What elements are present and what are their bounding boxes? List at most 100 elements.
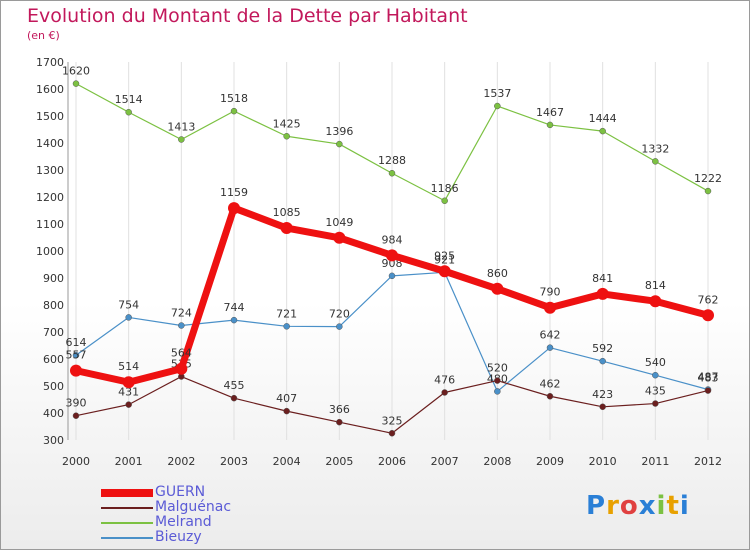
data-label: 540: [645, 356, 666, 369]
y-tick-label: 700: [43, 326, 64, 339]
data-label: 1425: [273, 117, 301, 130]
data-point: [122, 376, 135, 389]
y-tick-label: 900: [43, 272, 64, 285]
data-label: 814: [645, 279, 666, 292]
data-label: 1620: [62, 65, 90, 78]
data-point: [596, 287, 609, 300]
data-point: [283, 407, 290, 415]
legend-label: Malguénac: [155, 499, 232, 515]
brand-letter: P: [586, 491, 607, 521]
y-tick-label: 1300: [36, 164, 64, 177]
legend-swatch: [101, 537, 153, 539]
data-point: [230, 107, 238, 115]
data-point: [72, 412, 80, 419]
data-label: 1186: [431, 182, 459, 195]
data-label: 1514: [115, 93, 143, 106]
x-tick-label: 2004: [273, 455, 301, 468]
data-label: 366: [329, 403, 350, 416]
data-label: 1396: [325, 125, 353, 138]
data-point: [125, 401, 132, 408]
data-label: 1518: [220, 92, 248, 105]
data-label: 407: [276, 392, 297, 405]
data-point: [494, 388, 501, 395]
y-tick-label: 1400: [36, 137, 64, 150]
x-tick-label: 2003: [220, 455, 248, 468]
data-label: 614: [66, 336, 87, 349]
brand-letter: i: [679, 491, 690, 521]
data-point: [388, 272, 396, 280]
data-point: [230, 394, 238, 402]
brand-letter: r: [606, 491, 620, 521]
y-tick-label: 500: [43, 380, 64, 393]
x-tick-label: 2007: [431, 455, 459, 468]
data-point: [230, 316, 238, 324]
data-label: 841: [592, 272, 613, 285]
x-tick-label: 2009: [536, 455, 564, 468]
data-label: 431: [118, 386, 139, 399]
brand-letter: t: [666, 491, 680, 521]
x-tick-label: 2010: [589, 455, 617, 468]
data-point: [652, 371, 659, 379]
brand-logo: Proxiti: [586, 491, 690, 521]
data-label: 520: [487, 362, 508, 375]
data-label: 724: [171, 307, 192, 320]
data-point: [280, 222, 293, 235]
data-point: [283, 323, 290, 330]
data-label: 423: [592, 388, 613, 401]
data-point: [336, 418, 343, 426]
data-label: 790: [540, 286, 561, 299]
x-tick-label: 2000: [62, 455, 90, 468]
data-point: [125, 314, 132, 321]
data-point: [70, 364, 82, 377]
data-label: 1222: [694, 172, 722, 185]
data-label: 1288: [378, 154, 406, 167]
data-label: 1444: [589, 112, 617, 125]
data-point: [125, 108, 132, 116]
legend-label: Melrand: [155, 514, 212, 530]
data-label: 557: [66, 349, 87, 362]
y-tick-label: 400: [43, 407, 64, 420]
data-point: [336, 323, 343, 330]
unit-label: (en €): [27, 29, 60, 42]
legend-swatch: [101, 489, 153, 497]
data-point: [546, 121, 554, 129]
y-tick-label: 800: [43, 299, 64, 312]
data-label: 1537: [483, 87, 511, 100]
data-point: [441, 389, 448, 396]
brand-letter: x: [638, 491, 657, 521]
data-label: 483: [698, 372, 719, 385]
chart-area: 300 400 500 600 700 800 900 1000 1100 1200 1300 140…: [36, 56, 722, 468]
data-point: [491, 282, 504, 295]
x-tick-label: 2002: [167, 455, 195, 468]
data-point: [702, 309, 714, 322]
brand-letter: i: [656, 491, 667, 521]
data-point: [438, 265, 451, 278]
data-label: 390: [66, 397, 87, 410]
data-point: [175, 362, 188, 375]
data-point: [333, 231, 346, 244]
data-label: 514: [118, 360, 139, 373]
data-point: [704, 187, 712, 195]
data-label: 754: [118, 298, 139, 311]
data-label: 720: [329, 308, 350, 321]
data-point: [72, 80, 80, 87]
data-point: [494, 377, 501, 384]
data-point: [388, 430, 396, 437]
data-label: 721: [276, 307, 297, 320]
data-label: 762: [698, 293, 719, 306]
data-point: [441, 197, 448, 205]
data-point: [544, 301, 556, 314]
x-tick-label: 2011: [641, 455, 669, 468]
data-label: 1159: [220, 186, 248, 199]
data-label: 476: [434, 373, 455, 386]
y-tick-label: 1500: [36, 110, 64, 123]
data-label: 455: [224, 379, 245, 392]
data-point: [178, 322, 185, 329]
x-tick-label: 2008: [483, 455, 511, 468]
data-label: 592: [592, 342, 613, 355]
legend-swatch: [101, 507, 153, 509]
data-point: [704, 387, 712, 394]
y-tick-label: 1100: [36, 218, 64, 231]
data-label: 921: [434, 253, 455, 266]
data-point: [599, 127, 606, 135]
